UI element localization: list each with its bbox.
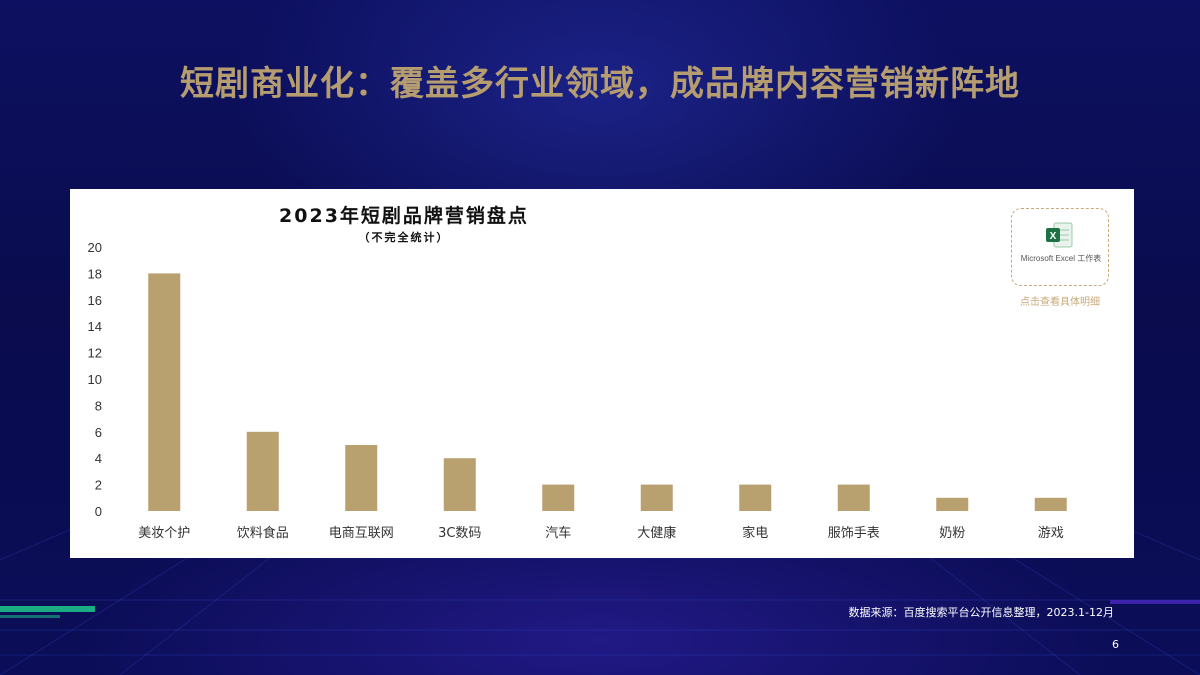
chart-card: 2023年短剧品牌营销盘点 （不完全统计） 0 2 4 6 8 10 12 14 16 18 20 … xyxy=(70,189,1134,558)
x-tick-label: 大健康 xyxy=(637,525,676,541)
y-axis: 0 2 4 6 8 10 12 14 16 18 20 xyxy=(88,240,102,519)
x-tick-label: 奶粉 xyxy=(939,526,965,541)
y-tick-label: 18 xyxy=(88,266,102,281)
y-tick-label: 14 xyxy=(88,319,102,334)
y-tick-label: 0 xyxy=(95,504,102,519)
page-number: 6 xyxy=(1112,638,1119,651)
bar xyxy=(345,445,378,511)
accent-stripe xyxy=(0,606,95,612)
data-source: 数据来源：百度搜索平台公开信息整理，2023.1-12月 xyxy=(848,606,1114,619)
excel-label: Microsoft Excel 工作表 xyxy=(1020,254,1102,263)
bar-chart: 2023年短剧品牌营销盘点 （不完全统计） 02468101214161820 … xyxy=(88,204,1067,541)
excel-attachment[interactable]: X Microsoft Excel 工作表 xyxy=(1011,208,1109,286)
bar xyxy=(936,497,969,511)
x-tick-label: 家电 xyxy=(742,525,768,541)
accent-stripe xyxy=(1110,600,1200,604)
chart-title: 2023年短剧品牌营销盘点 xyxy=(279,204,529,227)
y-tick-label: 16 xyxy=(88,293,102,308)
y-tick-label: 12 xyxy=(88,346,102,361)
x-tick-label: 美妆个护 xyxy=(138,526,190,541)
view-details-link[interactable]: 点击查看具体明细 xyxy=(1020,297,1100,308)
x-tick-label: 汽车 xyxy=(545,525,571,541)
x-tick-label: 游戏 xyxy=(1038,526,1064,541)
x-axis: 美妆个护 饮料食品 电商互联网 3C数码 汽车 大健康 家电 服饰手表 奶粉 游戏 xyxy=(138,525,1064,541)
accent-stripe xyxy=(0,615,60,618)
bar xyxy=(1034,497,1067,511)
x-tick-label: 服饰手表 xyxy=(828,526,880,541)
chart-subtitle: （不完全统计） xyxy=(359,230,450,244)
bar xyxy=(246,431,279,511)
bar xyxy=(739,484,772,511)
bar xyxy=(837,484,870,511)
bar xyxy=(443,458,476,511)
excel-icon: X xyxy=(1046,222,1073,248)
svg-text:X: X xyxy=(1050,231,1057,242)
slide-title: 短剧商业化：覆盖多行业领域，成品牌内容营销新阵地 xyxy=(180,64,1020,104)
y-tick-label: 6 xyxy=(95,425,102,440)
y-tick-label: 2 xyxy=(95,478,102,493)
y-tick-label: 10 xyxy=(88,372,102,387)
y-tick-label: 8 xyxy=(95,398,102,413)
x-tick-label: 饮料食品 xyxy=(237,525,289,541)
x-tick-label: 3C数码 xyxy=(438,526,481,541)
bars xyxy=(148,273,1067,511)
x-tick-label: 电商互联网 xyxy=(329,526,394,541)
bar xyxy=(148,273,181,511)
y-tick-label: 20 xyxy=(88,240,102,255)
y-tick-label: 4 xyxy=(95,451,102,466)
bar xyxy=(640,484,673,511)
bar xyxy=(542,484,575,511)
